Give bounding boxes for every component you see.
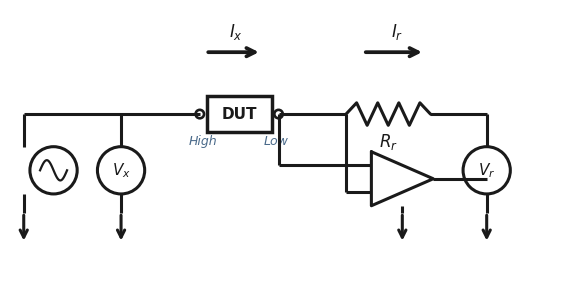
Text: High: High <box>188 135 217 148</box>
Text: $I_x$: $I_x$ <box>230 22 243 42</box>
FancyBboxPatch shape <box>207 96 272 132</box>
Text: $V_x$: $V_x$ <box>112 161 130 180</box>
Text: Low: Low <box>263 135 288 148</box>
Text: $R_r$: $R_r$ <box>379 132 398 152</box>
Text: DUT: DUT <box>222 106 257 122</box>
Text: $I_r$: $I_r$ <box>390 22 403 42</box>
Text: $V_r$: $V_r$ <box>478 161 495 180</box>
